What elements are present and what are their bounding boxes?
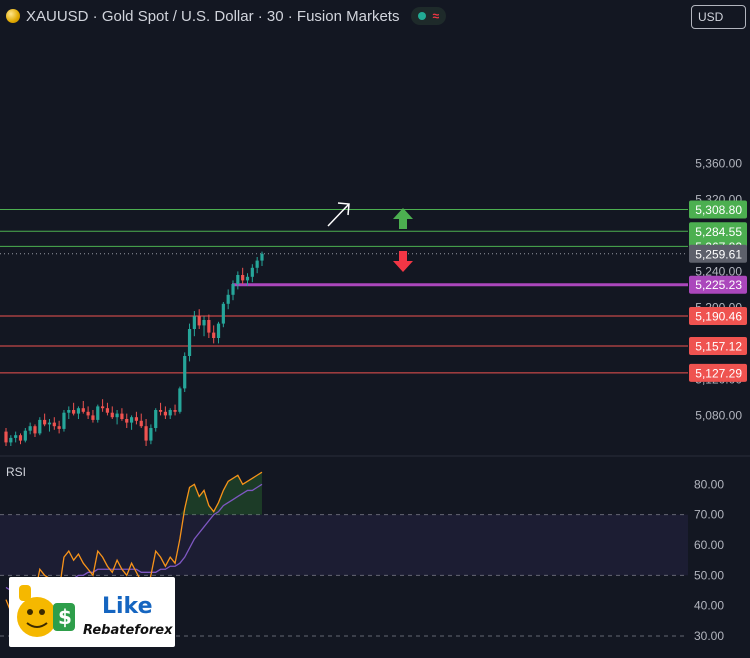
candle-body <box>207 320 211 333</box>
candle-body <box>149 428 153 441</box>
rsi-overbought-fill <box>6 472 262 515</box>
chart-header: XAUUSD · Gold Spot / U.S. Dollar · 30 · … <box>0 0 696 32</box>
logo-like-text: Like <box>102 594 153 619</box>
level-price-tag <box>689 363 747 382</box>
candle-body <box>91 415 95 420</box>
rsi-pane-label[interactable]: RSI <box>6 465 27 479</box>
candle-body <box>57 426 61 429</box>
candle-body <box>216 323 221 338</box>
rsi-axis-tick: 40.00 <box>694 599 724 613</box>
level-price-tag <box>689 306 747 325</box>
candle-body <box>221 303 225 324</box>
candle-body <box>197 316 201 326</box>
level-price-label: 5,127.29 <box>695 366 742 380</box>
candle-body <box>96 406 100 420</box>
candle-body <box>255 260 259 268</box>
level-price-tag <box>689 200 747 219</box>
candle-body <box>125 419 129 423</box>
candle-body <box>163 411 167 416</box>
candle-body <box>192 316 196 329</box>
candle-body <box>105 408 110 413</box>
candle-body <box>173 410 177 412</box>
currency-selector[interactable]: USD <box>691 5 746 29</box>
candle-body <box>168 410 172 416</box>
candle-body <box>33 426 37 434</box>
candle-body <box>183 356 187 389</box>
market-open-dot-icon <box>418 12 427 20</box>
candle-body <box>115 413 119 418</box>
candle-body <box>67 410 71 413</box>
level-price-label: 5,157.12 <box>695 339 742 353</box>
candle-body <box>187 329 192 356</box>
svg-text:$: $ <box>58 605 72 629</box>
candle-body <box>154 410 158 428</box>
level-price-tag <box>689 336 747 355</box>
trend-arrow-icon <box>327 202 350 227</box>
candle-body <box>202 320 206 326</box>
candle-body <box>241 275 245 281</box>
candle-body <box>18 435 23 441</box>
candle-body <box>236 275 240 284</box>
level-price-label: 5,190.46 <box>695 309 742 323</box>
rsi-axis-tick: 80.00 <box>694 477 724 491</box>
candle-body <box>129 417 134 423</box>
candle-body <box>23 430 27 441</box>
candle-body <box>4 431 8 443</box>
rsi-axis-tick: 70.00 <box>694 508 724 522</box>
rsi-axis-tick: 30.00 <box>694 629 724 643</box>
data-delay-icon: ≈ <box>432 9 440 23</box>
candle-body <box>260 253 264 261</box>
candle-body <box>212 332 216 338</box>
gold-coin-icon <box>6 9 20 23</box>
candle-body <box>52 422 56 427</box>
candle-body <box>72 410 76 414</box>
candle-body <box>139 420 143 427</box>
level-price-tag <box>689 244 747 263</box>
rsi-band <box>0 514 688 576</box>
candle-body <box>38 419 42 434</box>
price-axis-tick: 5,360.00 <box>695 156 742 170</box>
candle-body <box>178 388 182 412</box>
level-price-label: 5,284.55 <box>695 225 742 239</box>
candle-body <box>43 419 47 425</box>
up-arrow-icon <box>393 208 413 229</box>
price-axis-tick: 5,080.00 <box>695 408 742 422</box>
candle-body <box>231 284 235 295</box>
candle-body <box>144 426 148 441</box>
candle-body <box>158 410 163 412</box>
candle-body <box>76 408 81 414</box>
symbol-title[interactable]: XAUUSD · Gold Spot / U.S. Dollar · 30 · … <box>26 7 400 25</box>
logo-brand-text: Rebateforex <box>83 623 173 638</box>
price-axis-tick: 5,240.00 <box>695 264 742 278</box>
candle-body <box>245 276 250 281</box>
rebateforex-logo: $ Like Rebateforex <box>9 577 175 647</box>
thumbs-up-mascot-icon: $ <box>17 585 75 637</box>
candle-body <box>226 294 230 304</box>
candle-body <box>110 412 114 418</box>
candle-body <box>120 413 124 419</box>
level-price-tag <box>689 275 747 294</box>
candle-body <box>250 267 254 277</box>
candle-body <box>86 411 90 416</box>
candle-body <box>14 435 18 438</box>
rsi-axis-tick: 50.00 <box>694 568 724 582</box>
rsi-axis-tick: 60.00 <box>694 538 724 552</box>
level-price-tag <box>689 222 747 241</box>
candle-body <box>134 417 139 421</box>
level-price-label: 5,259.61 <box>695 247 742 261</box>
down-arrow-icon <box>393 251 413 272</box>
currency-label: USD <box>698 10 724 24</box>
level-price-label: 5,225.23 <box>695 278 742 292</box>
level-price-label: 5,308.80 <box>695 203 742 217</box>
candle-body <box>28 426 32 431</box>
candle-body <box>62 412 66 429</box>
market-status-badge[interactable]: ≈ <box>411 7 447 25</box>
candle-body <box>81 408 85 412</box>
candle-body <box>47 422 52 425</box>
candle-body <box>101 406 105 409</box>
candle-body <box>9 437 13 443</box>
